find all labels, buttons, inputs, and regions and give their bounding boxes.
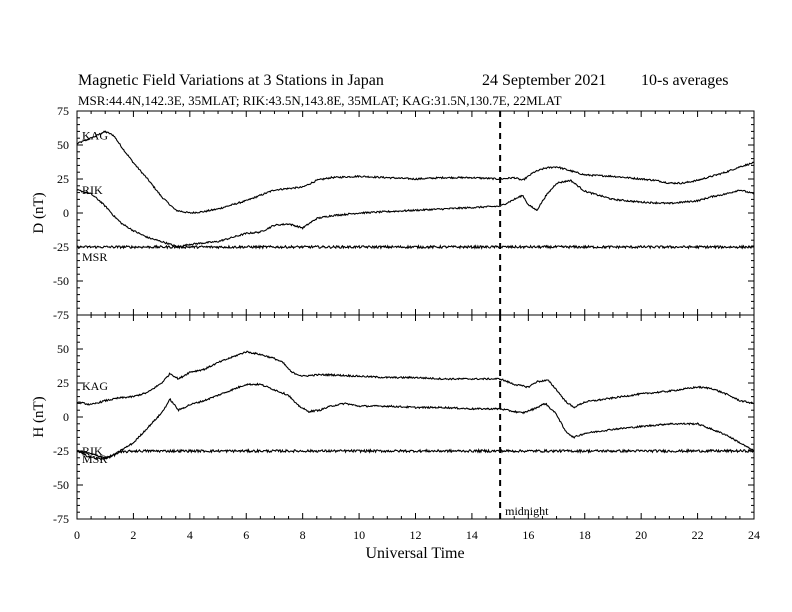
panel-frame (76, 314, 755, 520)
x-tick-label: 16 (522, 528, 534, 542)
x-axis-label: Universal Time (365, 545, 464, 562)
chart-averaging: 10-s averages (641, 72, 729, 89)
y-tick-label: 75 (57, 104, 69, 118)
y-axis-label: H (nT) (31, 396, 47, 437)
x-tick-label: 6 (243, 528, 249, 542)
series-label-msr: MSR (82, 250, 107, 264)
x-tick-label: 12 (410, 528, 422, 542)
y-tick-label: 50 (57, 138, 69, 152)
chart-subtitle: MSR:44.4N,142.3E, 35MLAT; RIK:43.5N,143.… (78, 93, 562, 108)
y-tick-label: -50 (53, 274, 69, 288)
x-tick-label: 24 (748, 528, 760, 542)
y-tick-label: 0 (63, 410, 69, 424)
series-label-rik: RIK (82, 444, 103, 458)
x-tick-label: 20 (635, 528, 647, 542)
series-label-kag: KAG (82, 379, 108, 393)
x-tick-label: 14 (466, 528, 478, 542)
series-line-msr (76, 244, 755, 250)
y-tick-label: -25 (53, 444, 69, 458)
panel-frame (76, 110, 755, 316)
y-tick-label: -75 (53, 512, 69, 526)
x-tick-label: 0 (74, 528, 80, 542)
x-tick-label: 4 (187, 528, 193, 542)
x-tick-label: 10 (353, 528, 365, 542)
series-line-msr (76, 448, 755, 461)
chart-title: Magnetic Field Variations at 3 Stations … (78, 72, 384, 89)
series-line-rik (76, 382, 755, 459)
y-tick-label: 25 (57, 172, 69, 186)
y-tick-label: 0 (63, 206, 69, 220)
y-tick-label: 50 (57, 342, 69, 356)
series-line-kag (76, 350, 755, 409)
panel-d: 75 50 25 0 -25 -50 -75 D (nT) KAG RIK MSR (31, 104, 755, 322)
y-tick-label: -75 (53, 308, 69, 322)
series-line-kag (76, 130, 755, 215)
x-tick-label: 2 (130, 528, 136, 542)
midnight-label: midnight (505, 504, 549, 518)
y-tick-label: -50 (53, 478, 69, 492)
y-axis-label: D (nT) (31, 192, 47, 233)
y-tick-label: 25 (57, 376, 69, 390)
x-tick-label: 22 (692, 528, 704, 542)
y-tick-label: -25 (53, 240, 69, 254)
x-tick-label: 8 (300, 528, 306, 542)
series-label-msr: MSR (82, 452, 107, 466)
series-label-kag: KAG (82, 129, 108, 143)
x-tick-label: 18 (579, 528, 591, 542)
series-label-rik: RIK (82, 183, 103, 197)
series-line-rik (76, 179, 755, 248)
chart-date: 24 September 2021 (482, 72, 607, 89)
